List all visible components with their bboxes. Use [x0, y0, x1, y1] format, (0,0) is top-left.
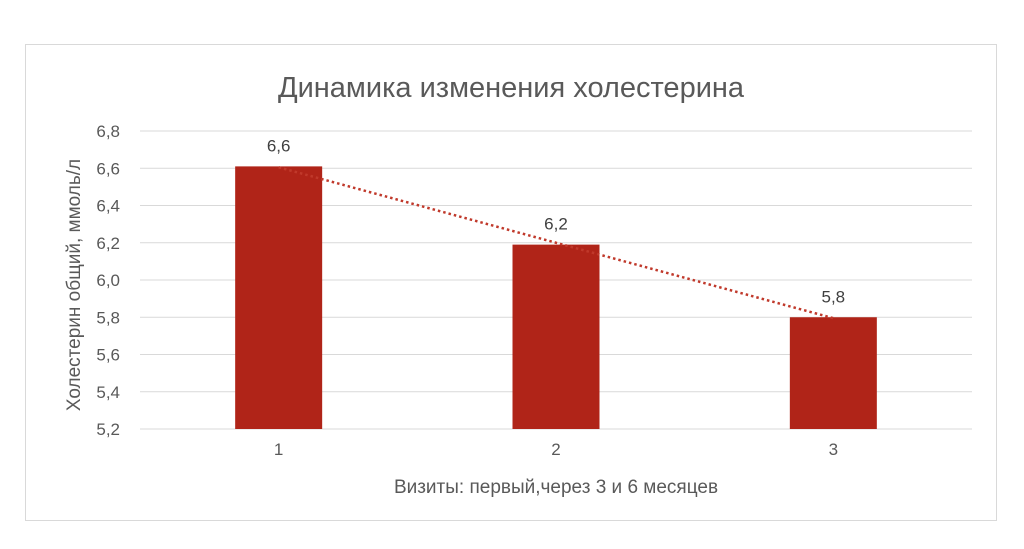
- y-tick-label: 5,2: [96, 420, 120, 439]
- trendline: [278, 166, 834, 320]
- data-label: 6,6: [267, 136, 291, 155]
- y-tick-label: 6,8: [96, 122, 120, 141]
- bar: [789, 317, 877, 429]
- y-tick-label: 6,0: [96, 271, 120, 290]
- chart-frame: [25, 44, 997, 521]
- y-tick-label: 5,8: [96, 308, 120, 327]
- x-tick-label: 3: [829, 440, 838, 459]
- bar: [512, 244, 600, 429]
- x-tick-label: 1: [274, 440, 283, 459]
- y-tick-label: 5,6: [96, 346, 120, 365]
- y-tick-label: 5,4: [96, 383, 120, 402]
- y-tick-label: 6,6: [96, 159, 120, 178]
- x-tick-label: 2: [551, 440, 560, 459]
- chart-title: Динамика изменения холестерина: [278, 72, 745, 104]
- data-label: 5,8: [822, 287, 846, 306]
- x-axis-label: Визиты: первый,через 3 и 6 месяцев: [394, 477, 718, 498]
- y-tick-label: 6,2: [96, 234, 120, 253]
- y-tick-label: 6,4: [96, 197, 120, 216]
- y-axis-label: Холестерин общий, ммоль/л: [64, 159, 85, 411]
- data-label: 6,2: [544, 215, 568, 234]
- bar: [235, 166, 323, 429]
